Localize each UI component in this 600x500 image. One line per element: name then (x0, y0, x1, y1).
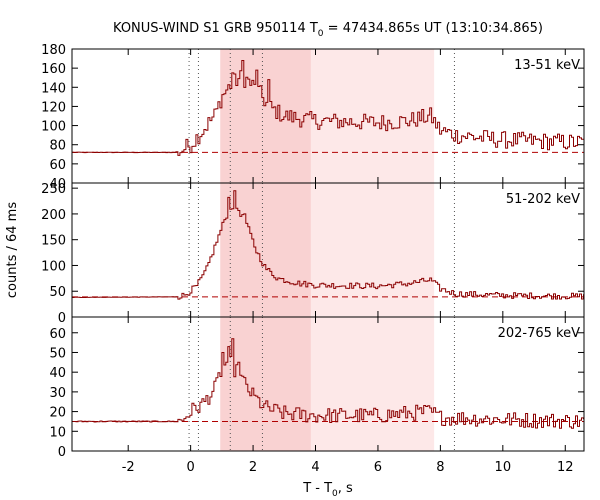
x-tick-label: 12 (557, 460, 574, 475)
x-tick-label: -2 (122, 460, 135, 475)
x-tick-label: 2 (249, 460, 257, 475)
y-tick-label: 100 (41, 120, 66, 135)
y-tick-label: 40 (49, 177, 66, 192)
energy-band-label: 13-51 keV (514, 58, 580, 73)
y-tick-label: 200 (41, 208, 66, 223)
light-curve-series (72, 338, 584, 429)
y-tick-label: 180 (41, 43, 66, 58)
shaded-interval-dark (220, 49, 311, 183)
y-axis-label: counts / 64 ms (5, 202, 20, 298)
y-tick-label: 120 (41, 100, 66, 115)
y-tick-label: 30 (49, 386, 66, 401)
panel-2: 0 50 100 150 200 250 51-202 keV (41, 182, 585, 326)
x-axis-label: T - T0, s (302, 481, 353, 499)
y-tick-label: 140 (41, 81, 66, 96)
y-tick-label: 0 (58, 311, 66, 326)
light-curve-series (72, 190, 584, 300)
y-tick-label: 40 (49, 366, 66, 381)
y-tick-label: 160 (41, 62, 66, 77)
y-tick-label: 250 (41, 182, 66, 197)
x-tick-label: 8 (436, 460, 444, 475)
x-tick-label: 10 (495, 460, 512, 475)
y-tick-label: 20 (49, 406, 66, 421)
y-tick-label: 60 (49, 327, 66, 342)
y-tick-label: 100 (41, 259, 66, 274)
y-tick-label: 0 (58, 445, 66, 460)
energy-band-label: 202-765 keV (498, 326, 581, 341)
x-tick-label: 6 (374, 460, 382, 475)
panel-3: 0 10 20 30 40 50 60 202-765 keV (49, 316, 585, 460)
panel-frame (71, 316, 585, 452)
light-curve-series (72, 60, 584, 156)
y-tick-label: 10 (49, 425, 66, 440)
chart-title: KONUS-WIND S1 GRB 950114 T0 = 47434.865s… (113, 21, 543, 39)
panel-1: 40 60 80 100 120 140 160 180 13-51 keV (41, 43, 585, 192)
y-tick-label: 80 (49, 139, 66, 154)
x-tick-label: 0 (186, 460, 194, 475)
y-tick-label: 60 (49, 158, 66, 173)
x-tick-label: 4 (311, 460, 319, 475)
energy-band-label: 51-202 keV (506, 192, 580, 207)
shaded-interval-dark (220, 317, 311, 451)
y-tick-label: 150 (41, 234, 66, 249)
y-tick-label: 50 (49, 346, 66, 361)
y-tick-label: 50 (49, 285, 66, 300)
